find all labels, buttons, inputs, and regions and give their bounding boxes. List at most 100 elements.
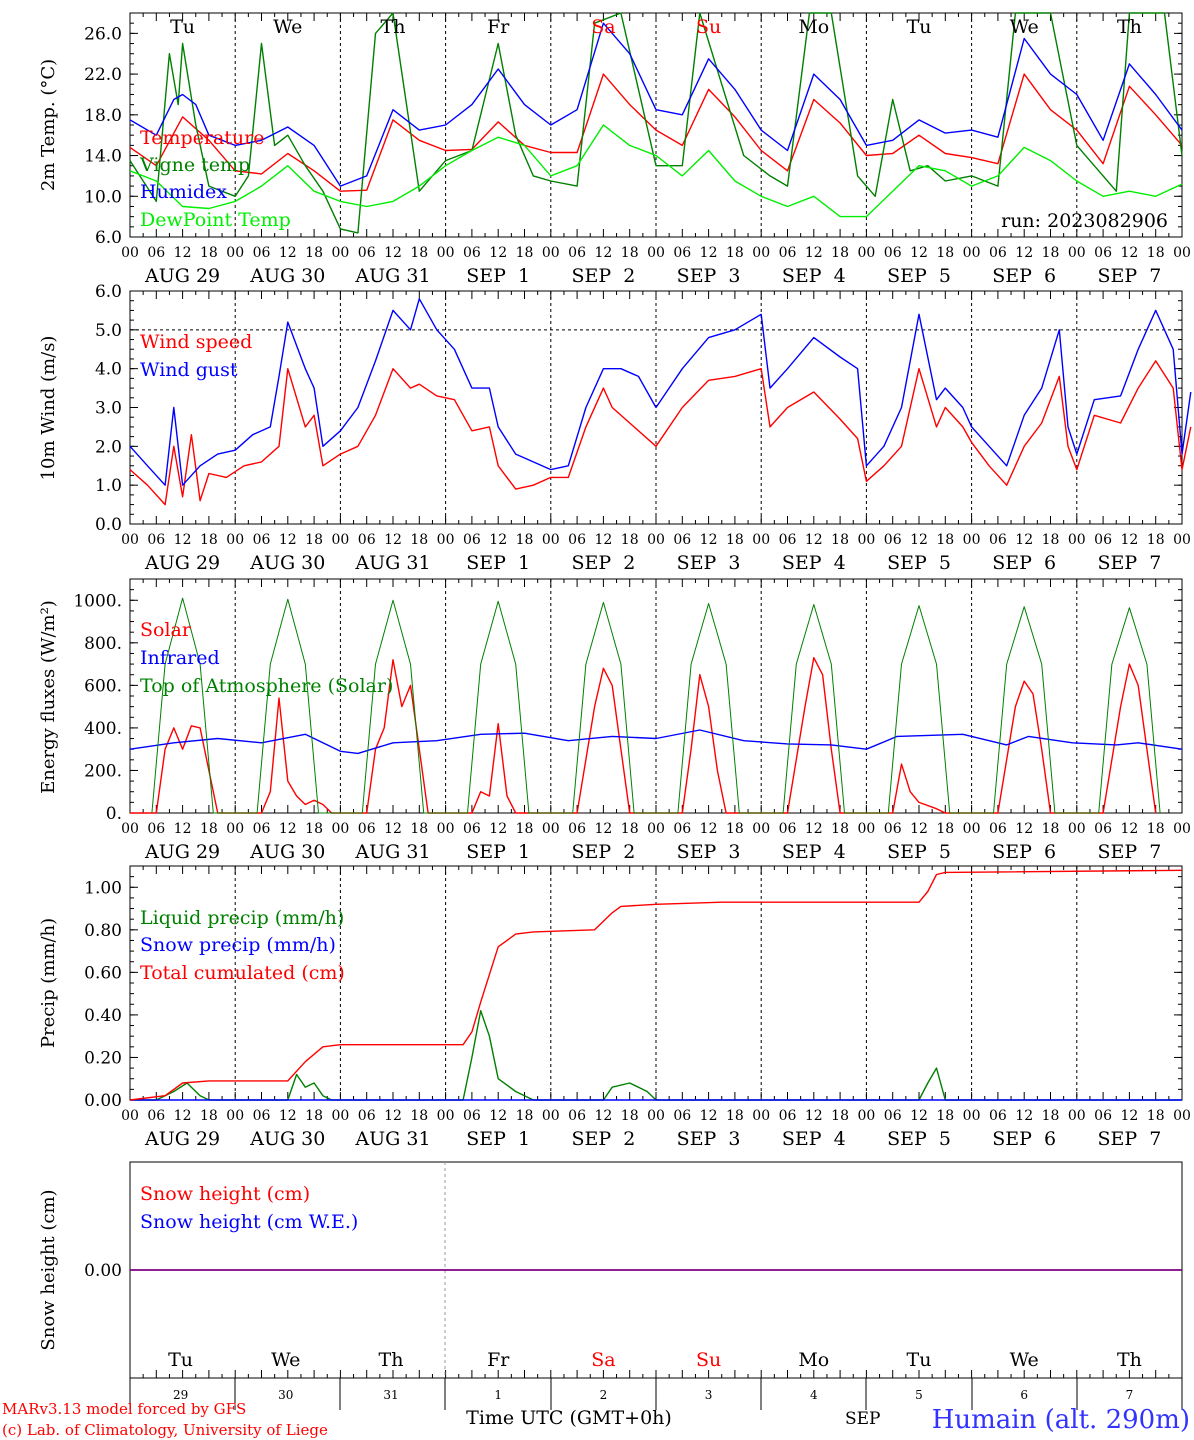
day-number-label: 31 [383,1388,398,1402]
hour-tick-label: 00 [1068,245,1086,261]
weekday-label: Th [381,16,406,38]
day-label: SEP 5 [887,841,951,863]
hour-tick-label: 12 [489,532,507,548]
hour-tick-label: 06 [673,821,691,837]
day-label: SEP 2 [571,1128,635,1150]
y-tick-label: 2.0 [95,437,122,457]
hour-tick-label: 06 [253,821,271,837]
day-label: SEP 4 [782,1128,846,1150]
hour-tick-label: 12 [384,532,402,548]
hour-tick-label: 00 [963,1108,981,1124]
series-line-wind-gust [129,298,1192,486]
hour-tick-label: 18 [726,245,744,261]
hour-tick-label: 18 [1042,245,1060,261]
hour-tick-label: 18 [516,1108,534,1124]
panel-1: 6.0 10.0 14.0 18.0 22.0 26.0 2m Temp. (°C) Temp… [38,12,1191,287]
location-title: Humain (alt. 290m) [932,1405,1190,1435]
day-label: SEP 4 [782,265,846,287]
panel-5: 0.00 Snow height (cm) Snow height (cm) Snow… [38,1161,1183,1410]
day-label: SEP 5 [887,265,951,287]
hour-tick-label: 00 [121,821,139,837]
day-number-label: 2 [600,1388,608,1402]
hour-tick-label: 00 [963,821,981,837]
hour-tick-label: 06 [358,245,376,261]
day-label: AUG 31 [354,265,430,287]
weekday-label: Fr [487,1349,510,1371]
hour-tick-label: 06 [989,1108,1007,1124]
hour-tick-label: 12 [910,532,928,548]
hour-tick-label: 18 [1042,532,1060,548]
hour-tick-label: 12 [700,1108,718,1124]
hour-tick-label: 06 [358,532,376,548]
hour-tick-label: 18 [936,821,954,837]
hour-tick-label: 12 [279,532,297,548]
hour-tick-label: 00 [647,245,665,261]
day-label: SEP 1 [466,841,530,863]
hour-tick-label: 12 [1120,1108,1138,1124]
hour-tick-label: 12 [700,245,718,261]
weekday-label: Mo [798,16,829,38]
hour-tick-label: 18 [516,245,534,261]
legend-entry: Temperature [140,127,264,149]
day-label: SEP 3 [677,1128,741,1150]
panel-4: 0.00 0.20 0.40 0.60 0.80 1.00 Precip (mm/h) Liq… [38,865,1191,1150]
x-axis-label: Time UTC (GMT+0h) [466,1407,672,1429]
hour-tick-label: 12 [279,1108,297,1124]
day-label: SEP 5 [887,552,951,574]
hour-tick-label: 06 [253,245,271,261]
hour-tick-label: 00 [1068,1108,1086,1124]
hour-tick-label: 06 [884,821,902,837]
hour-tick-label: 06 [147,532,165,548]
hour-tick-label: 18 [621,245,639,261]
day-label: AUG 29 [144,552,220,574]
day-label: SEP 5 [887,1128,951,1150]
legend-entry: Wind speed [140,331,252,353]
weekday-label: We [273,16,302,38]
y-axis-label: Precip (mm/h) [38,918,59,1048]
hour-tick-label: 06 [884,532,902,548]
legend-entry: Total cumulated (cm) [140,962,345,984]
day-label: AUG 29 [144,1128,220,1150]
plot-frame [129,12,1183,238]
hour-tick-label: 00 [647,1108,665,1124]
y-tick-label: 14.0 [84,147,122,167]
hour-tick-label: 06 [989,245,1007,261]
hour-tick-label: 18 [305,245,323,261]
y-tick-label: 22.0 [84,65,122,85]
hour-tick-label: 06 [463,1108,481,1124]
day-label: SEP 4 [782,841,846,863]
hour-tick-label: 12 [384,245,402,261]
lab-credit: (c) Lab. of Climatology, University of L… [2,1421,328,1439]
hour-tick-label: 06 [463,245,481,261]
y-tick-label: 0.40 [84,1006,122,1026]
day-label: AUG 31 [354,841,430,863]
hour-tick-label: 00 [1068,821,1086,837]
hour-tick-label: 18 [621,532,639,548]
hour-tick-label: 00 [437,821,455,837]
weekday-label: Su [696,16,721,38]
y-tick-label: 1.0 [95,476,122,496]
day-label: SEP 6 [992,1128,1056,1150]
weekday-label: Th [1117,1349,1142,1371]
hour-tick-label: 18 [410,532,428,548]
y-tick-label: 0.80 [84,921,122,941]
y-tick-label: 0.60 [84,963,122,983]
hour-tick-label: 12 [700,821,718,837]
series-line-dewpoint-temp [129,124,1183,218]
day-label: SEP 1 [466,265,530,287]
hour-tick-label: 06 [673,532,691,548]
hour-tick-label: 12 [805,532,823,548]
day-label: SEP 2 [571,841,635,863]
day-label: AUG 29 [144,841,220,863]
series-line-wind-speed [129,360,1192,506]
hour-tick-label: 00 [963,245,981,261]
weekday-label: Mo [798,1349,829,1371]
weekday-label: Th [1117,16,1142,38]
y-tick-label: 6.0 [95,282,122,302]
hour-tick-label: 06 [147,821,165,837]
y-tick-label: 26.0 [84,24,122,44]
hour-tick-label: 00 [752,1108,770,1124]
hour-tick-label: 00 [542,532,560,548]
hour-tick-label: 12 [1015,1108,1033,1124]
hour-tick-label: 00 [437,1108,455,1124]
